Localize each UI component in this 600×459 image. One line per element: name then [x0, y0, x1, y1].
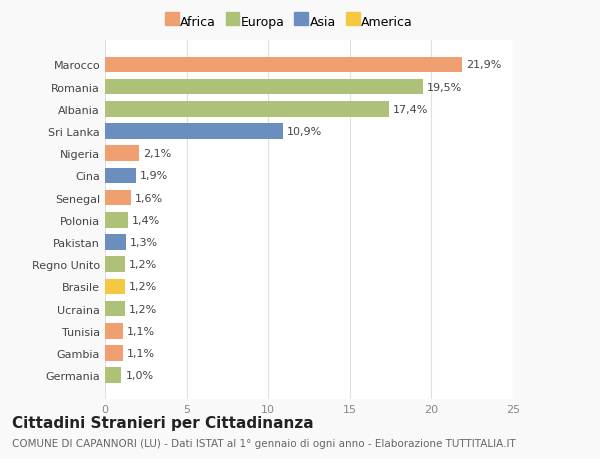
Text: 1,2%: 1,2% [128, 304, 157, 314]
Bar [105, 124, 283, 140]
Text: 1,2%: 1,2% [128, 282, 157, 292]
Bar [105, 279, 125, 295]
Bar [105, 80, 423, 95]
Bar [105, 168, 136, 184]
Text: 17,4%: 17,4% [393, 105, 428, 115]
Text: 10,9%: 10,9% [287, 127, 322, 137]
Text: 1,4%: 1,4% [132, 215, 160, 225]
Text: 21,9%: 21,9% [466, 60, 502, 70]
Bar [105, 368, 121, 383]
Bar [105, 190, 131, 206]
Text: 19,5%: 19,5% [427, 83, 463, 92]
Legend: Africa, Europa, Asia, America: Africa, Europa, Asia, America [162, 13, 415, 32]
Bar [105, 301, 125, 317]
Bar [105, 235, 126, 250]
Bar [105, 257, 125, 272]
Bar [105, 57, 463, 73]
Text: 1,1%: 1,1% [127, 326, 155, 336]
Bar [105, 213, 128, 228]
Text: 1,0%: 1,0% [125, 370, 154, 381]
Bar [105, 102, 389, 118]
Text: 2,1%: 2,1% [143, 149, 172, 159]
Bar [105, 146, 139, 162]
Bar [105, 346, 123, 361]
Text: COMUNE DI CAPANNORI (LU) - Dati ISTAT al 1° gennaio di ogni anno - Elaborazione : COMUNE DI CAPANNORI (LU) - Dati ISTAT al… [12, 438, 516, 448]
Bar [105, 323, 123, 339]
Text: 1,2%: 1,2% [128, 260, 157, 269]
Text: 1,3%: 1,3% [130, 237, 158, 247]
Text: 1,6%: 1,6% [135, 193, 163, 203]
Text: 1,9%: 1,9% [140, 171, 169, 181]
Text: Cittadini Stranieri per Cittadinanza: Cittadini Stranieri per Cittadinanza [12, 415, 314, 431]
Text: 1,1%: 1,1% [127, 348, 155, 358]
